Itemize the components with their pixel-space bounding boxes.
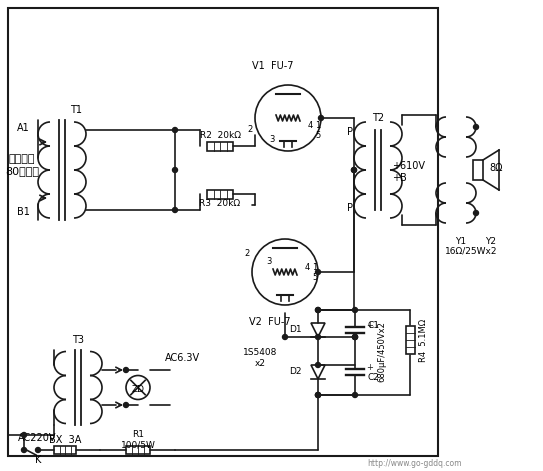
Circle shape xyxy=(352,334,357,340)
Text: R1
100/5W: R1 100/5W xyxy=(121,430,155,450)
Bar xyxy=(406,326,414,354)
Circle shape xyxy=(173,208,178,212)
Text: AC220V: AC220V xyxy=(18,433,56,443)
Text: 5: 5 xyxy=(312,273,318,282)
Circle shape xyxy=(315,334,320,340)
Bar xyxy=(207,189,233,198)
Bar xyxy=(8,8,438,456)
Text: 接三用机
80输出端: 接三用机 80输出端 xyxy=(5,154,39,176)
Text: 16Ω/25Wx2: 16Ω/25Wx2 xyxy=(445,246,497,255)
Circle shape xyxy=(351,168,357,172)
Text: A1: A1 xyxy=(17,123,30,133)
Circle shape xyxy=(315,363,320,367)
Text: C1: C1 xyxy=(367,320,379,330)
Text: B1: B1 xyxy=(17,207,30,217)
Circle shape xyxy=(315,392,320,398)
Text: +610V
+B: +610V +B xyxy=(392,161,425,183)
Text: 1: 1 xyxy=(312,262,318,271)
Text: Y1: Y1 xyxy=(456,236,466,245)
Circle shape xyxy=(22,432,27,438)
Circle shape xyxy=(173,128,178,132)
Text: R2  20kΩ: R2 20kΩ xyxy=(199,131,241,140)
Text: AC6.3V: AC6.3V xyxy=(165,353,200,363)
Bar xyxy=(207,141,233,151)
Text: +: + xyxy=(366,364,373,373)
Text: D2: D2 xyxy=(289,367,302,376)
Text: P: P xyxy=(347,203,353,213)
Circle shape xyxy=(319,115,324,121)
Text: V2  FU-7: V2 FU-7 xyxy=(249,317,291,327)
Bar xyxy=(126,446,150,454)
Circle shape xyxy=(315,308,320,312)
Text: C2: C2 xyxy=(367,373,379,382)
Text: R3  20kΩ: R3 20kΩ xyxy=(199,200,241,209)
Circle shape xyxy=(351,168,357,172)
Text: 3: 3 xyxy=(269,136,275,145)
Circle shape xyxy=(315,269,320,275)
Text: http://www.go-gddq.com: http://www.go-gddq.com xyxy=(368,458,462,468)
Text: R4  5.1MΩ: R4 5.1MΩ xyxy=(420,318,428,362)
Circle shape xyxy=(352,392,357,398)
Text: 680μF/450Vx2: 680μF/450Vx2 xyxy=(377,322,387,382)
Circle shape xyxy=(255,85,321,151)
Circle shape xyxy=(173,168,178,172)
Text: T2: T2 xyxy=(372,113,384,123)
Circle shape xyxy=(282,334,287,340)
Circle shape xyxy=(473,124,478,130)
Text: T3: T3 xyxy=(72,335,84,345)
Circle shape xyxy=(473,211,478,216)
Text: 1S5408
x2: 1S5408 x2 xyxy=(243,348,277,368)
Text: 8Ω: 8Ω xyxy=(489,163,502,173)
Text: T1: T1 xyxy=(70,105,82,115)
Text: BX  3A: BX 3A xyxy=(49,435,81,445)
Text: V1  FU-7: V1 FU-7 xyxy=(252,61,294,71)
Circle shape xyxy=(315,392,320,398)
Circle shape xyxy=(22,447,27,453)
Text: ZD: ZD xyxy=(131,385,144,394)
Circle shape xyxy=(123,403,129,407)
Circle shape xyxy=(123,367,129,373)
Text: +: + xyxy=(366,322,373,331)
Circle shape xyxy=(252,239,318,305)
Bar xyxy=(54,446,76,454)
Text: 5: 5 xyxy=(315,131,320,140)
Circle shape xyxy=(352,334,357,340)
Text: 2: 2 xyxy=(248,125,252,135)
Text: K: K xyxy=(35,455,41,465)
Text: D1: D1 xyxy=(289,325,302,334)
Text: Y2: Y2 xyxy=(485,236,496,245)
Circle shape xyxy=(126,375,150,399)
Text: P: P xyxy=(347,127,353,137)
Text: 4: 4 xyxy=(305,262,310,271)
Circle shape xyxy=(315,392,320,398)
Text: 3: 3 xyxy=(266,258,272,267)
Circle shape xyxy=(315,308,320,312)
Text: 4: 4 xyxy=(307,122,313,130)
Text: 2: 2 xyxy=(244,250,250,259)
Bar xyxy=(473,160,483,180)
Circle shape xyxy=(35,447,41,453)
Circle shape xyxy=(352,334,357,340)
Circle shape xyxy=(352,308,357,312)
Text: 1: 1 xyxy=(315,122,320,130)
